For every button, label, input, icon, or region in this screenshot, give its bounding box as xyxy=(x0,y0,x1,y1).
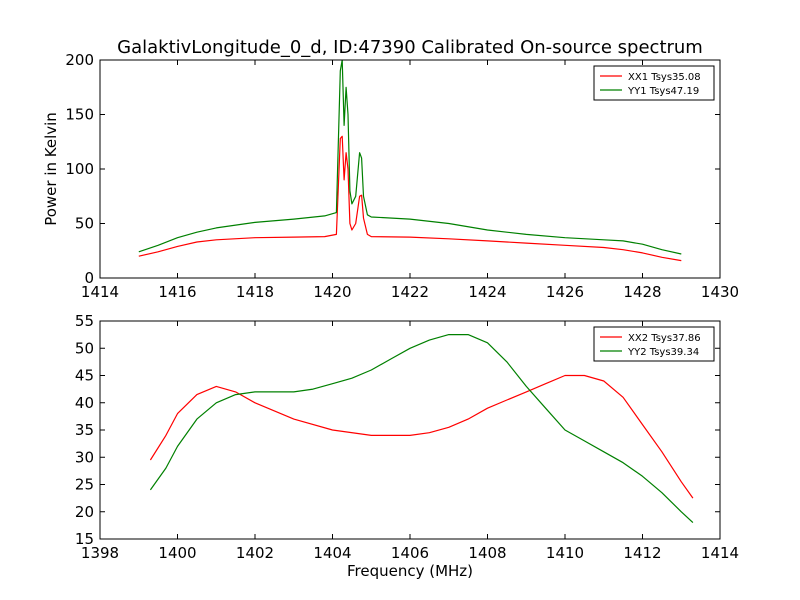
x-tick-label: 1420 xyxy=(313,283,351,301)
top-chart: 1414 1416 1418 1420 1422 1424 1426 1428 1430 0 50 1… xyxy=(42,51,739,301)
legend-label-2: YY1 Tsys47.19 xyxy=(627,86,699,97)
y-tick-label: 30 xyxy=(75,448,94,466)
series-line-1 xyxy=(149,374,694,499)
legend-label-2: YY2 Tsys39.34 xyxy=(627,347,699,358)
legend-label-1: XX2 Tsys37.86 xyxy=(628,333,701,344)
y-tick-label: 50 xyxy=(75,215,94,233)
series-line-2 xyxy=(149,334,694,524)
x-tick-label: 1424 xyxy=(468,283,506,301)
legend-label-1: XX1 Tsys35.08 xyxy=(628,72,701,83)
series-line-2 xyxy=(138,60,682,255)
x-tick-label: 1422 xyxy=(391,283,429,301)
x-tick-label: 1418 xyxy=(236,283,274,301)
x-tick-label: 1412 xyxy=(623,544,661,562)
y-tick-label: 100 xyxy=(65,160,94,178)
y-tick-label: 50 xyxy=(75,339,94,357)
y-tick-label: 20 xyxy=(75,503,94,521)
x-tick-label: 1414 xyxy=(701,544,739,562)
x-tick-label: 1410 xyxy=(546,544,584,562)
bottom-chart: 1398 1400 1402 1404 1406 1408 1410 1412 1414 15 20… xyxy=(75,312,739,580)
x-tick-label: 1406 xyxy=(391,544,429,562)
y-tick-label: 35 xyxy=(75,421,94,439)
y-axis-label: Power in Kelvin xyxy=(42,112,60,226)
legend-box xyxy=(593,326,715,362)
y-tick-label: 40 xyxy=(75,394,94,412)
x-tick-label: 1400 xyxy=(158,544,196,562)
y-tick-label: 0 xyxy=(84,269,94,287)
x-tick-label: 1430 xyxy=(701,283,739,301)
x-tick-label: 1428 xyxy=(623,283,661,301)
x-axis-label: Frequency (MHz) xyxy=(347,562,473,580)
y-tick-label: 150 xyxy=(65,106,94,124)
series-group xyxy=(149,334,694,524)
y-tick-label: 15 xyxy=(75,530,94,548)
x-tick-label: 1408 xyxy=(468,544,506,562)
legend-box xyxy=(593,65,715,101)
chart-title: GalaktivLongitude_0_d, ID:47390 Calibrat… xyxy=(117,37,703,58)
series-group xyxy=(138,60,682,262)
y-tick-label: 55 xyxy=(75,312,94,330)
x-tick-label: 1404 xyxy=(313,544,351,562)
y-tick-label: 45 xyxy=(75,367,94,385)
x-tick-label: 1414 xyxy=(81,283,119,301)
x-tick-label: 1402 xyxy=(236,544,274,562)
y-tick-label: 25 xyxy=(75,476,94,494)
x-tick-label: 1426 xyxy=(546,283,584,301)
x-tick-label: 1398 xyxy=(81,544,119,562)
series-line-1 xyxy=(138,135,682,262)
x-tick-label: 1416 xyxy=(158,283,196,301)
y-tick-label: 200 xyxy=(65,51,94,69)
